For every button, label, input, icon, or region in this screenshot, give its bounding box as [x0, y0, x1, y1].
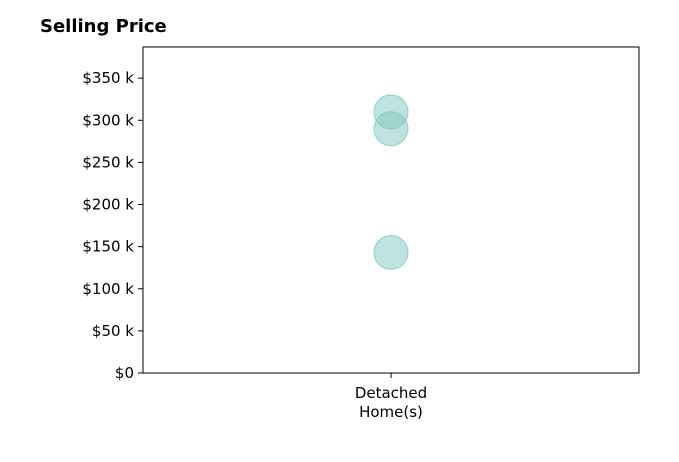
plot-frame [142, 46, 640, 374]
x-axis: Detached Home(s) [355, 373, 427, 421]
y-tick-label: $350 k [82, 69, 134, 87]
y-axis: $0 $50 k $100 k $150 k $200 k $250 k $300 k $35… [82, 69, 143, 382]
y-tick-label: $0 [115, 364, 134, 382]
y-tick-label: $250 k [82, 153, 134, 171]
y-tick-label: $200 k [82, 196, 134, 214]
x-tick-label-line: Detached [355, 384, 427, 402]
y-tick-label: $150 k [82, 238, 134, 256]
x-tick-label-line: Home(s) [359, 403, 423, 421]
y-tick-label: $50 k [92, 322, 134, 340]
data-point [373, 235, 409, 271]
data-point [373, 111, 409, 147]
chart-title: Selling Price [40, 16, 167, 37]
chart-marks [373, 94, 409, 271]
y-tick-label: $100 k [82, 280, 134, 298]
y-tick-label: $300 k [82, 111, 134, 129]
x-tick-label: Detached Home(s) [355, 384, 427, 421]
